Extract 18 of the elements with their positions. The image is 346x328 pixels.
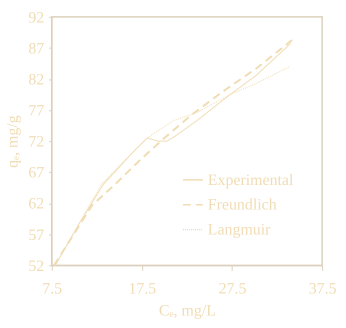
y-tick-label: 77	[28, 102, 44, 120]
x-axis-title: Cₑ, mg/L	[158, 302, 216, 320]
x-tick-label: 7.5	[42, 280, 62, 298]
y-tick-label: 87	[28, 40, 44, 58]
x-tick-label: 27.5	[218, 280, 246, 298]
y-tick-label: 72	[28, 134, 44, 151]
y-tick-label: 92	[28, 9, 44, 26]
y-tick-label: 82	[28, 71, 44, 88]
x-tick-label: 17.5	[128, 280, 156, 298]
legend-label: Langmuir	[208, 222, 272, 239]
legend-label: Experimental	[208, 172, 294, 189]
y-tick-label: 57	[28, 226, 44, 244]
legend-label: Freundlich	[208, 196, 277, 214]
y-tick-label: 67	[28, 164, 44, 182]
y-axis-title: qₑ, mg/g	[4, 115, 22, 168]
y-tick-label: 52	[28, 258, 44, 275]
x-tick-label: 37.5	[308, 280, 337, 298]
y-tick-label: 62	[28, 196, 44, 213]
